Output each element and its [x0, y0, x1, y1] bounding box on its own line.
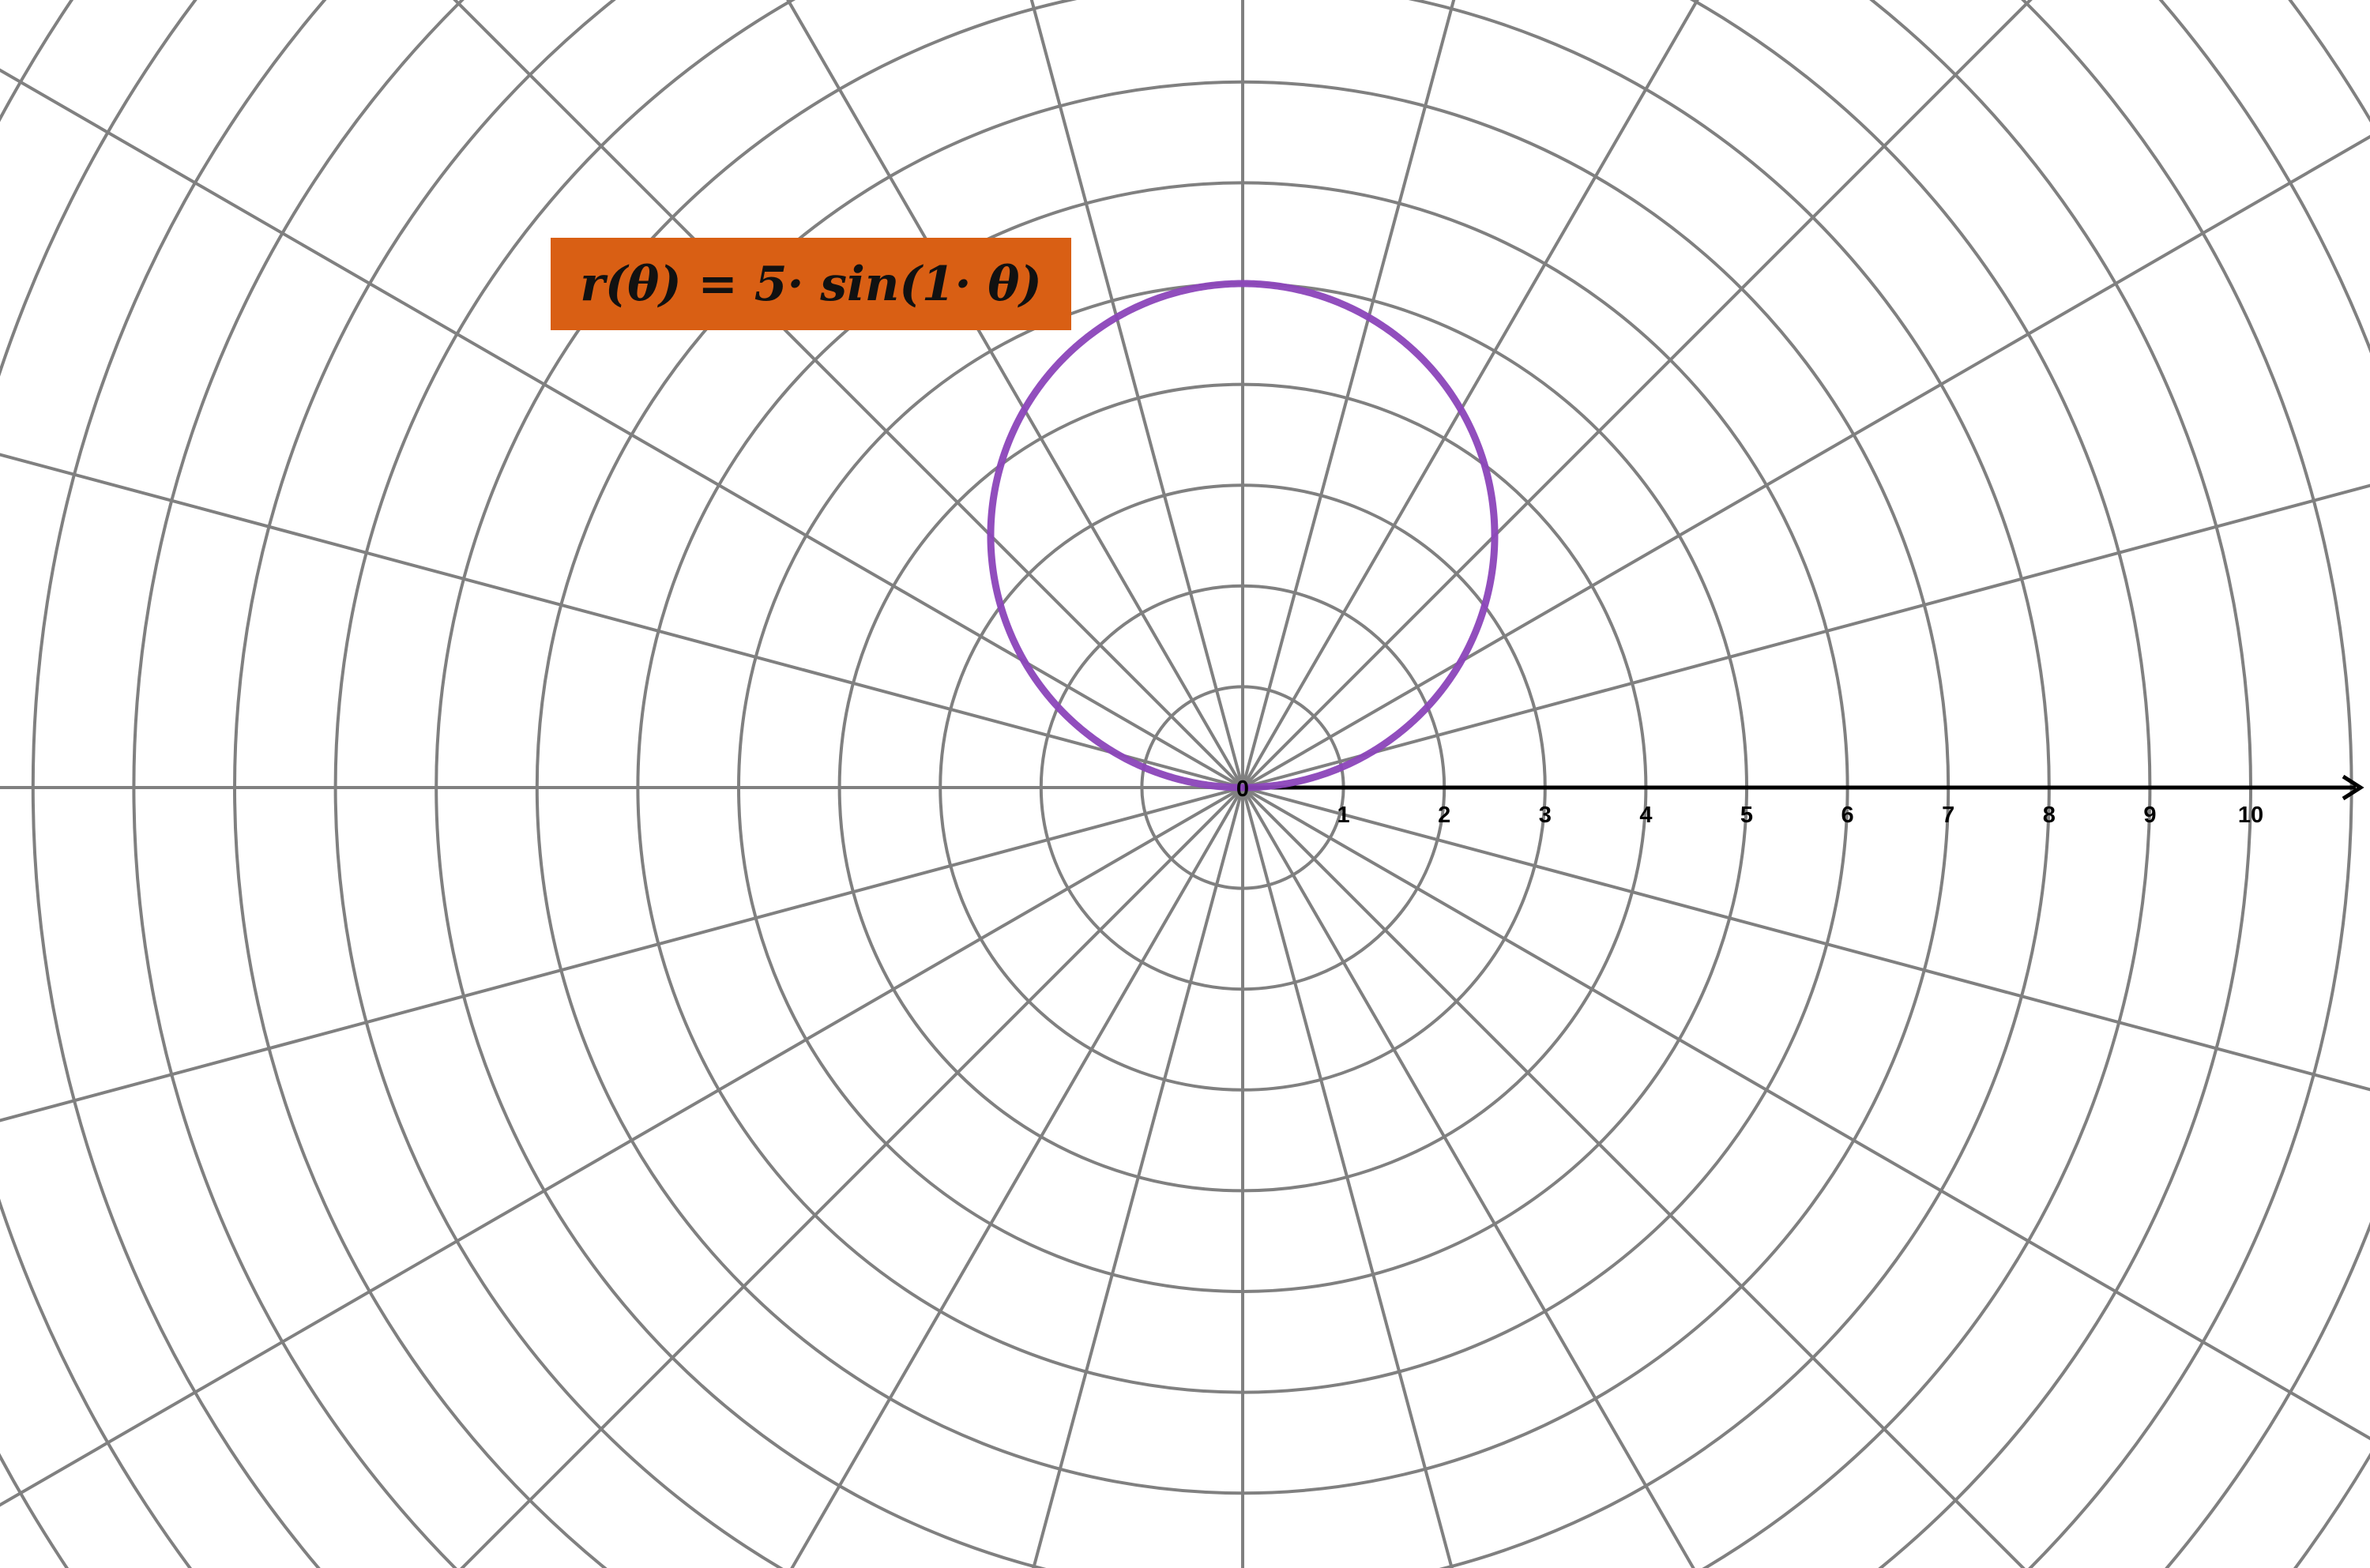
tick-label-6: 6 [1841, 803, 1854, 828]
tick-label-8: 8 [2043, 803, 2056, 828]
polar-axis [1243, 774, 2364, 801]
tick-label-5: 5 [1740, 803, 1753, 828]
grid-ray-30 [1241, 134, 2370, 789]
polar-axis-arrowhead [2342, 774, 2364, 801]
grid-ray-240 [790, 786, 1244, 1568]
grid-ray-330 [1241, 786, 2370, 1441]
grid-ray-210 [0, 786, 1244, 1507]
radial-tick-labels: 0 1 2 3 4 5 6 7 8 9 10 [1236, 776, 2263, 828]
grid-ray-60 [1241, 0, 1699, 789]
grid-ray-45 [1241, 0, 2033, 789]
grid-ray-300 [1241, 786, 1695, 1568]
grid-ray-15 [1242, 483, 2370, 789]
tick-label-4: 4 [1639, 803, 1652, 828]
series-line [987, 280, 1499, 792]
grid-ray-345 [1242, 786, 2370, 1092]
grid-ray-150 [0, 68, 1244, 789]
tick-label-9: 9 [2143, 803, 2156, 828]
tick-label-10: 10 [2238, 803, 2263, 828]
grid-ray-105 [1029, 0, 1244, 788]
equation-label: r(θ) = 5· sin(1· θ) [580, 256, 1042, 312]
tick-label-1: 1 [1337, 803, 1350, 828]
grid-ray-225 [460, 786, 1244, 1568]
grid-ray-285 [1241, 787, 1454, 1568]
grid-ray-315 [1241, 786, 2026, 1568]
tick-label-0: 0 [1236, 776, 1249, 802]
equation-label-box: r(θ) = 5· sin(1· θ) [551, 238, 1071, 330]
grid-ray-120 [786, 0, 1244, 789]
grid-ray-75 [1241, 0, 1456, 788]
tick-label-7: 7 [1942, 803, 1954, 828]
tick-label-2: 2 [1438, 803, 1450, 828]
grid-ray-165 [0, 453, 1243, 789]
grid-ray-135 [453, 0, 1244, 789]
grid-ray-255 [1032, 787, 1244, 1568]
curve-series [987, 280, 1499, 792]
grid-ray-195 [0, 786, 1243, 1122]
tick-label-3: 3 [1539, 803, 1552, 828]
